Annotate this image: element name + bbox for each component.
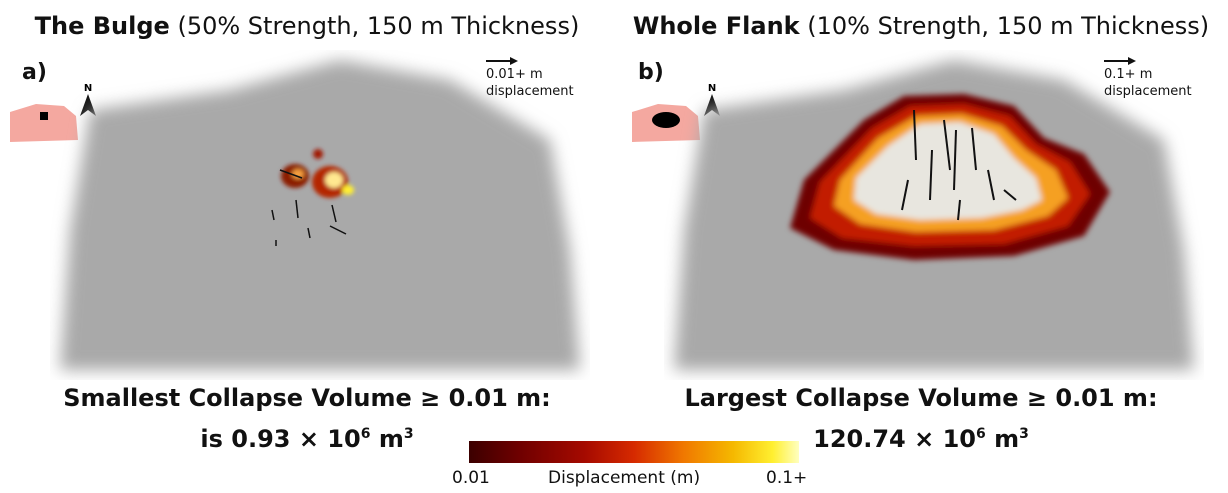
title-bold: Whole Flank <box>632 12 800 40</box>
panel-letter: a) <box>22 60 47 85</box>
scale-value: 0.01+ m <box>486 67 543 82</box>
displacement-vectors <box>901 109 1017 221</box>
north-label: N <box>84 83 92 94</box>
terrain-model <box>60 60 580 370</box>
caption-line-2: is 0.93 × 106 m3 <box>200 425 414 453</box>
colorbar-title: Displacement (m) <box>548 468 701 488</box>
title-rest: (50% Strength, 150 m Thickness) <box>177 12 580 40</box>
title-bold: The Bulge <box>34 12 170 40</box>
scale-value: 0.1+ m <box>1104 67 1153 82</box>
colorbar-min-label: 0.01 <box>452 468 490 488</box>
caption-line-2: 120.74 × 106 m3 <box>813 425 1029 453</box>
panel-b: Whole Flank (10% Strength, 150 m Thickne… <box>614 0 1228 493</box>
caption-line-1: Largest Collapse Volume ≥ 0.01 m: <box>684 384 1158 412</box>
panel-title: Whole Flank (10% Strength, 150 m Thickne… <box>614 12 1228 40</box>
location-inset-map <box>10 104 78 142</box>
caption-line-1: Smallest Collapse Volume ≥ 0.01 m: <box>63 384 551 412</box>
panel-title: The Bulge (50% Strength, 150 m Thickness… <box>0 12 614 40</box>
displacement-colorbar <box>469 441 799 463</box>
scale-legend: 0.01+ m displacement <box>486 56 574 100</box>
displacement-vectors <box>271 169 347 246</box>
terrain-surface <box>60 60 580 370</box>
panel-a: The Bulge (50% Strength, 150 m Thickness… <box>0 12 614 457</box>
scale-legend: 0.1+ m displacement <box>1104 56 1192 100</box>
terrain-model <box>674 60 1194 370</box>
title-rest: (10% Strength, 150 m Thickness) <box>807 12 1210 40</box>
colorbar-max-label: 0.1+ <box>766 468 808 488</box>
displacement-zone <box>790 94 1110 260</box>
collapse-volume-caption: Largest Collapse Volume ≥ 0.01 m: 120.74… <box>614 380 1228 457</box>
collapse-volume-caption: Smallest Collapse Volume ≥ 0.01 m: is 0.… <box>0 380 614 457</box>
panel-letter: b) <box>638 60 664 85</box>
location-inset-map <box>632 104 700 142</box>
scale-arrow-icon <box>1104 57 1136 65</box>
displacement-patch <box>281 149 354 198</box>
scale-unit: displacement <box>1104 84 1192 99</box>
scale-arrow-icon <box>486 57 518 65</box>
scale-unit: displacement <box>486 84 574 99</box>
north-label: N <box>708 83 716 94</box>
